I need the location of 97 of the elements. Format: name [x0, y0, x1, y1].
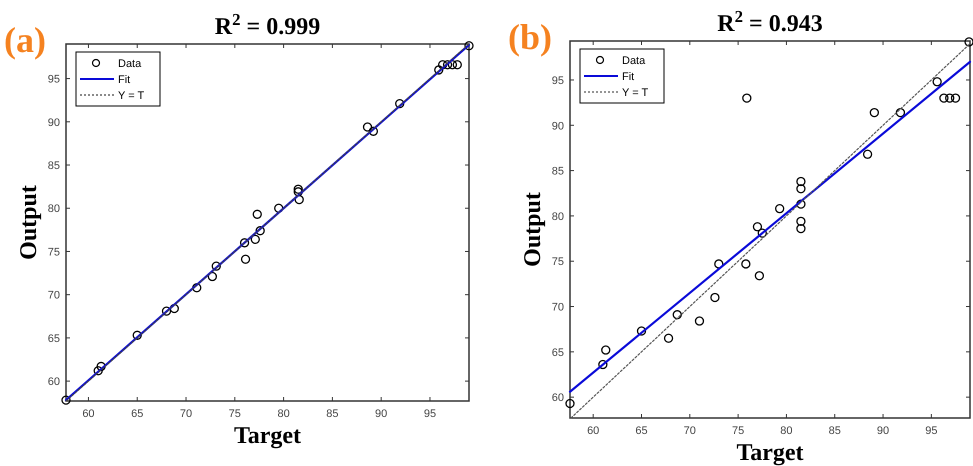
point [870, 108, 879, 118]
point [464, 41, 474, 50]
point [601, 345, 610, 355]
y-tick-label: 80 [48, 203, 60, 216]
point [758, 228, 767, 238]
point [434, 65, 444, 75]
x-tick-label: 70 [684, 425, 696, 437]
y-tick-label: 95 [552, 74, 564, 87]
x-tick-label: 60 [82, 408, 95, 420]
point [754, 271, 764, 280]
point [752, 222, 762, 232]
point [742, 93, 752, 103]
legend-label: Y = T [622, 87, 648, 99]
y-tick-label: 60 [48, 376, 60, 388]
point [256, 226, 265, 236]
point [162, 306, 172, 316]
y-tick-label: 75 [48, 246, 60, 258]
legend-label: Fit [622, 71, 634, 83]
point [664, 334, 674, 343]
x-tick-label: 85 [828, 425, 841, 437]
legend-label: Fit [118, 74, 130, 86]
y-tick-label: 70 [48, 290, 60, 302]
point [796, 224, 806, 234]
legend-label: Data [118, 58, 142, 70]
y-tick-label: 90 [552, 120, 564, 132]
point [438, 60, 448, 70]
y-tick-label: 85 [48, 160, 60, 172]
point [964, 37, 973, 47]
y-tick-label: 65 [48, 332, 60, 345]
y-tick-label: 85 [552, 166, 564, 178]
y-tick-label: 65 [552, 346, 564, 359]
text: (a) [4, 20, 46, 60]
point [950, 93, 960, 103]
x-tick-label: 80 [780, 425, 793, 437]
point [442, 60, 452, 70]
y-axis-title: Output [16, 185, 42, 260]
point [192, 283, 202, 292]
point [896, 108, 906, 118]
point [796, 176, 806, 186]
x-axis-title: Target [736, 440, 804, 466]
point [672, 310, 682, 320]
point [862, 150, 872, 159]
y-tick-label: 80 [552, 210, 564, 223]
y-tick-label: 95 [48, 74, 60, 86]
y-tick-label: 75 [552, 256, 564, 268]
point [94, 366, 103, 376]
point [796, 184, 806, 194]
point [796, 199, 806, 209]
point [636, 326, 646, 336]
x-tick-label: 95 [925, 425, 938, 437]
y-tick-label: 70 [552, 302, 564, 314]
chart-title: R$^{2}$ = 0.943 [717, 6, 823, 37]
text: (b) [508, 17, 552, 57]
x-tick-label: 75 [732, 425, 744, 437]
x-axis-title: Target [234, 423, 302, 449]
point [694, 316, 704, 326]
point [240, 238, 250, 248]
point [96, 362, 106, 372]
legend-label: Y = T [118, 90, 144, 102]
point [598, 360, 608, 370]
point [362, 122, 372, 132]
point [294, 187, 303, 196]
point [448, 60, 458, 70]
point [775, 204, 784, 214]
point [250, 234, 260, 244]
x-tick-label: 90 [375, 408, 388, 420]
y-axis-title: Output [520, 192, 546, 267]
x-tick-label: 60 [587, 425, 600, 437]
y-tick-label: 90 [48, 116, 60, 129]
x-tick-label: 70 [180, 408, 192, 420]
point [395, 98, 404, 108]
x-tick-label: 75 [228, 408, 241, 420]
point [212, 262, 221, 271]
point [710, 292, 720, 302]
point [132, 330, 142, 340]
legend-label: Data [622, 55, 646, 67]
point [368, 126, 378, 136]
point [240, 254, 250, 264]
x-tick-label: 65 [635, 425, 648, 437]
point [741, 259, 750, 269]
x-tick-label: 90 [876, 425, 890, 437]
x-tick-label: 95 [424, 408, 436, 420]
point [939, 93, 949, 103]
point [61, 395, 71, 405]
x-tick-label: 65 [131, 408, 144, 420]
x-tick-label: 85 [326, 408, 339, 420]
point [294, 184, 303, 194]
point [932, 77, 942, 86]
point [170, 304, 179, 314]
point [565, 398, 575, 408]
y-tick-label: 60 [552, 392, 564, 404]
point [945, 93, 954, 103]
point [252, 210, 262, 219]
x-tick-label: 80 [277, 408, 290, 420]
point [796, 216, 806, 226]
point [452, 60, 462, 70]
chart-title: R$^{2}$ = 0.999 [214, 10, 320, 40]
